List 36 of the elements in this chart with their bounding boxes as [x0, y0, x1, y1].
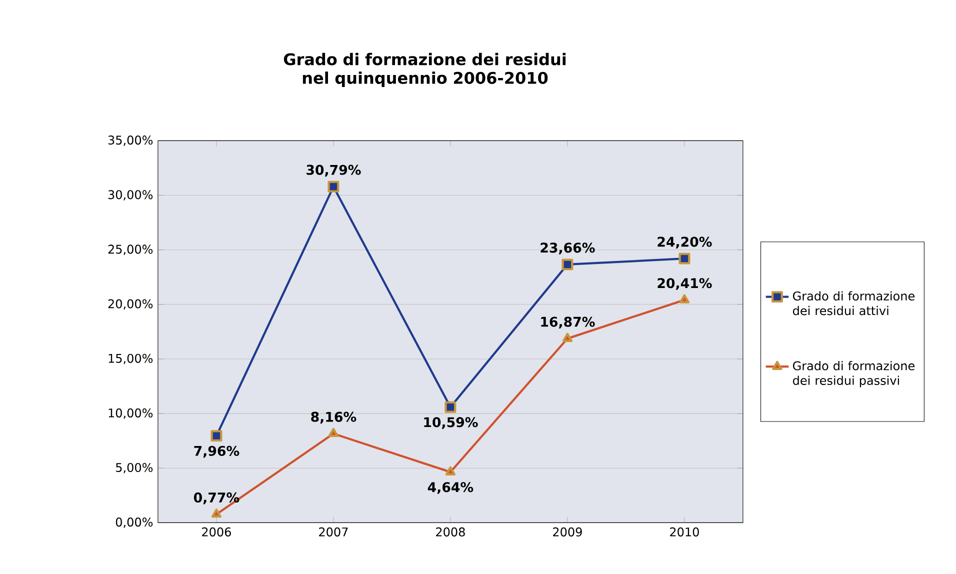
- y-tick-label: 20,00%: [108, 299, 153, 310]
- point: [445, 466, 456, 476]
- data-label: 24,20%: [658, 236, 712, 249]
- y-tick-label: 0,00%: [116, 518, 153, 528]
- legend-label: Grado di formazione dei residui attivi: [792, 291, 914, 316]
- x-tick-label: 2007: [319, 527, 348, 536]
- x-tick-label: 2009: [553, 527, 582, 536]
- y-tick-label: 35,00%: [108, 136, 153, 146]
- data-label: 16,87%: [541, 316, 595, 329]
- x-tick-label: 2010: [670, 527, 699, 536]
- y-tick-label: 30,00%: [108, 190, 153, 200]
- data-label: 30,79%: [306, 164, 361, 177]
- point: [678, 252, 690, 264]
- chart-title: Grado di formazione dei residui nel quinquennio 2006-2010: [284, 52, 566, 88]
- x-tick-label: 2008: [436, 527, 465, 536]
- y-tick-label: 5,00%: [116, 462, 153, 474]
- point: [562, 258, 574, 270]
- data-label: 4,64%: [428, 482, 474, 494]
- point: [444, 401, 456, 413]
- data-label: 10,59%: [424, 417, 478, 429]
- y-tick-label: 15,00%: [108, 354, 153, 364]
- point: [562, 332, 573, 342]
- x-tick-label: 2006: [202, 527, 231, 536]
- point: [210, 430, 222, 442]
- point: [211, 508, 222, 518]
- data-label: 7,96%: [194, 446, 240, 458]
- legend-label: Grado di formazione dei residui passivi: [792, 361, 914, 388]
- data-label: 0,77%: [194, 492, 240, 504]
- point: [328, 180, 340, 192]
- data-label: 20,41%: [658, 278, 712, 290]
- data-label: 8,16%: [311, 412, 356, 424]
- y-tick-label: 10,00%: [108, 408, 153, 419]
- y-tick-label: 25,00%: [108, 244, 153, 255]
- point: [328, 428, 339, 438]
- data-label: 23,66%: [540, 242, 595, 254]
- point: [679, 294, 690, 304]
